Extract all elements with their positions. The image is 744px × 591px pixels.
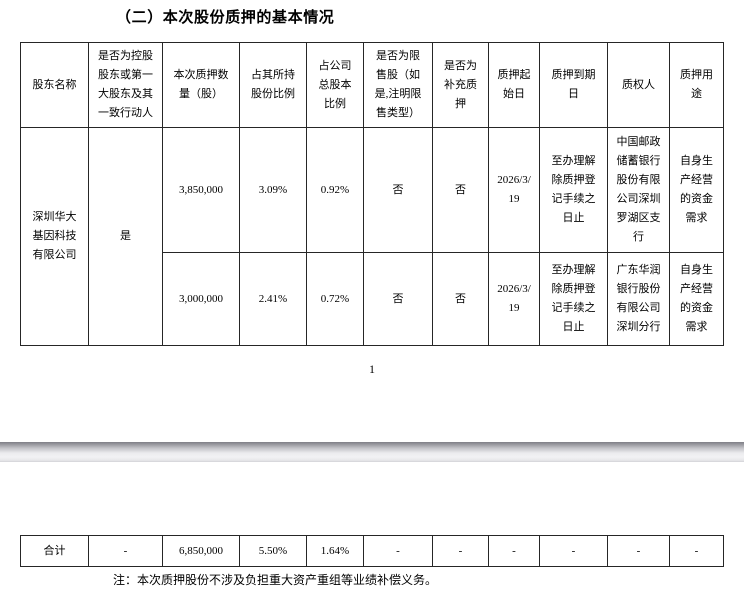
cell-pledged-quantity: 3,850,000 [162, 127, 240, 253]
pledge-details-table: 股东名称 是否为控股股东或第一大股东及其一致行动人 本次质押数量（股） 占其所持… [20, 42, 724, 346]
header-shareholder: 股东名称 [20, 42, 89, 128]
cell-pct-of-holdings: 3.09% [239, 127, 307, 253]
cell-pledgee: 中国邮政储蓄银行股份有限公司深圳罗湖区支行 [607, 127, 670, 253]
cell-purpose: - [669, 535, 724, 567]
header-pledged-quantity: 本次质押数量（股） [162, 42, 240, 128]
table-row: 深圳华大基因科技有限公司 是 3,850,000 3.09% 0.92% 否 否… [20, 127, 724, 346]
cell-pledgee: 广东华润银行股份有限公司深圳分行 [607, 252, 670, 346]
cell-pledge-end-date: 至办理解除质押登记手续之日止 [539, 127, 608, 253]
cell-pct-of-total-capital: 0.72% [306, 252, 364, 346]
total-row: 合计 - 6,850,000 5.50% 1.64% - - - - - - [20, 535, 724, 567]
cell-is-controlling-shareholder: - [88, 535, 163, 567]
cell-is-supplementary: 否 [432, 127, 489, 253]
cell-pledge-start-date: 2026/3/19 [488, 252, 540, 346]
header-purpose: 质押用途 [669, 42, 724, 128]
cell-pledge-start-date: - [488, 535, 540, 567]
page-number: 1 [369, 362, 375, 376]
cell-pct-of-holdings: 2.41% [239, 252, 307, 346]
cell-pledged-quantity: 3,000,000 [162, 252, 240, 346]
header-is-controlling-shareholder: 是否为控股股东或第一大股东及其一致行动人 [88, 42, 163, 128]
header-pledge-start-date: 质押起始日 [488, 42, 540, 128]
table-row: 3,000,000 2.41% 0.72% 否 否 2026/3/19 至办理解… [21, 252, 724, 346]
cell-is-controlling-shareholder: 是 [88, 127, 163, 346]
header-pledge-end-date: 质押到期日 [539, 42, 608, 128]
cell-is-supplementary: 否 [432, 252, 489, 346]
pledge-total-table: 合计 - 6,850,000 5.50% 1.64% - - - - - - [20, 535, 724, 567]
cell-pledged-quantity: 6,850,000 [162, 535, 240, 567]
cell-is-restricted: - [363, 535, 433, 567]
cell-purpose: 自身生产经营的资金需求 [669, 127, 724, 253]
cell-pledgee: - [607, 535, 670, 567]
table-header-row: 股东名称 是否为控股股东或第一大股东及其一致行动人 本次质押数量（股） 占其所持… [20, 42, 724, 128]
cell-pledge-start-date: 2026/3/19 [488, 127, 540, 253]
footnote: 注：本次质押股份不涉及负担重大资产重组等业绩补偿义务。 [113, 573, 438, 587]
page-break-separator [0, 442, 744, 462]
cell-purpose: 自身生产经营的资金需求 [669, 252, 724, 346]
cell-shareholder: 深圳华大基因科技有限公司 [20, 127, 89, 346]
cell-is-restricted: 否 [363, 252, 433, 346]
cell-total-label: 合计 [20, 535, 89, 567]
cell-is-supplementary: - [432, 535, 489, 567]
header-is-supplementary: 是否为补充质押 [432, 42, 489, 128]
cell-pct-of-total-capital: 0.92% [306, 127, 364, 253]
cell-pct-of-total-capital: 1.64% [306, 535, 364, 567]
section-title: （二）本次股份质押的基本情况 [116, 9, 335, 26]
header-is-restricted: 是否为限售股（如是,注明限售类型） [363, 42, 433, 128]
cell-pct-of-holdings: 5.50% [239, 535, 307, 567]
cell-pledge-end-date: - [539, 535, 608, 567]
cell-is-restricted: 否 [363, 127, 433, 253]
header-pct-of-total-capital: 占公司总股本比例 [306, 42, 364, 128]
header-pct-of-holdings: 占其所持股份比例 [239, 42, 307, 128]
cell-pledge-end-date: 至办理解除质押登记手续之日止 [539, 252, 608, 346]
header-pledgee: 质权人 [607, 42, 670, 128]
